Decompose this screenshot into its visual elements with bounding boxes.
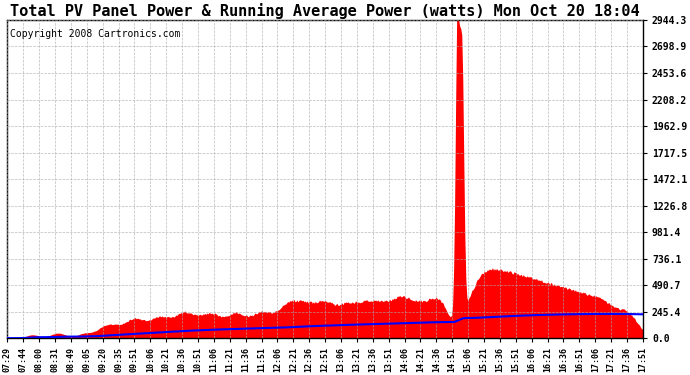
Title: Total PV Panel Power & Running Average Power (watts) Mon Oct 20 18:04: Total PV Panel Power & Running Average P… bbox=[10, 3, 640, 19]
Text: Copyright 2008 Cartronics.com: Copyright 2008 Cartronics.com bbox=[10, 30, 181, 39]
